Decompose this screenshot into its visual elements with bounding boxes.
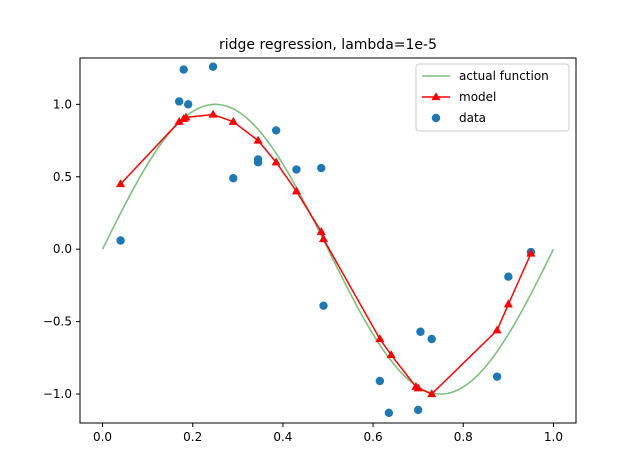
y-tick-label: −0.5 (43, 315, 72, 329)
x-tick-label: 0.0 (93, 430, 112, 444)
y-tick-label: 0.5 (53, 170, 72, 184)
data-point (229, 174, 238, 183)
chart-title: ridge regression, lambda=1e-5 (219, 37, 437, 53)
legend-label: data (459, 111, 486, 125)
model-marker (492, 325, 502, 334)
model-marker (526, 248, 536, 257)
model-marker (316, 227, 326, 235)
model-marker (386, 350, 396, 359)
model-marker (503, 299, 513, 308)
data-point (208, 62, 218, 71)
model-marker (291, 186, 301, 195)
model-marker (318, 234, 329, 243)
data-point (292, 165, 301, 174)
model-marker (375, 334, 385, 343)
x-tick-label: 0.2 (183, 430, 202, 444)
series-layer (101, 62, 555, 418)
data-point (413, 405, 423, 415)
legend-box (415, 63, 570, 132)
data-point (427, 334, 436, 344)
legend-label: model (459, 90, 496, 104)
data-point (179, 65, 188, 74)
data-point (271, 126, 281, 135)
y-tick-label: 0.0 (53, 242, 72, 256)
model-marker (181, 112, 191, 121)
data-point (253, 155, 263, 164)
x-axis: 0.0 0.2 0.4 0.6 0.8 1.0 (93, 423, 563, 444)
data-point (375, 376, 385, 386)
data-point (184, 100, 193, 109)
model-marker (174, 116, 184, 125)
y-axis: −1.0 −0.5 0.0 0.5 1.0 (43, 97, 80, 401)
data-point (504, 272, 513, 281)
model-marker (228, 116, 238, 125)
legend-label: actual function (459, 69, 549, 83)
data-point (384, 408, 394, 418)
model-marker (427, 389, 437, 398)
model-marker (413, 383, 423, 392)
x-tick-label: 1.0 (544, 430, 563, 444)
x-tick-label: 0.6 (364, 430, 383, 444)
model-marker (271, 157, 281, 166)
model-marker (208, 109, 218, 118)
axes-frame (79, 57, 577, 424)
data-point (492, 372, 502, 381)
data-point (116, 236, 125, 245)
data-point (416, 327, 425, 336)
model-marker (116, 179, 126, 188)
model-marker (253, 135, 263, 144)
y-tick-label: 1.0 (53, 97, 72, 111)
legend-model-marker (431, 92, 441, 101)
data-point (319, 301, 328, 310)
data-point (175, 97, 184, 106)
legend-data-handle (431, 113, 441, 123)
x-tick-label: 0.8 (454, 430, 473, 444)
x-tick-label: 0.4 (273, 430, 292, 444)
legend: actual function model data (415, 63, 570, 132)
data-point (317, 163, 326, 173)
plot-area (101, 62, 555, 418)
y-tick-label: −1.0 (43, 387, 72, 401)
